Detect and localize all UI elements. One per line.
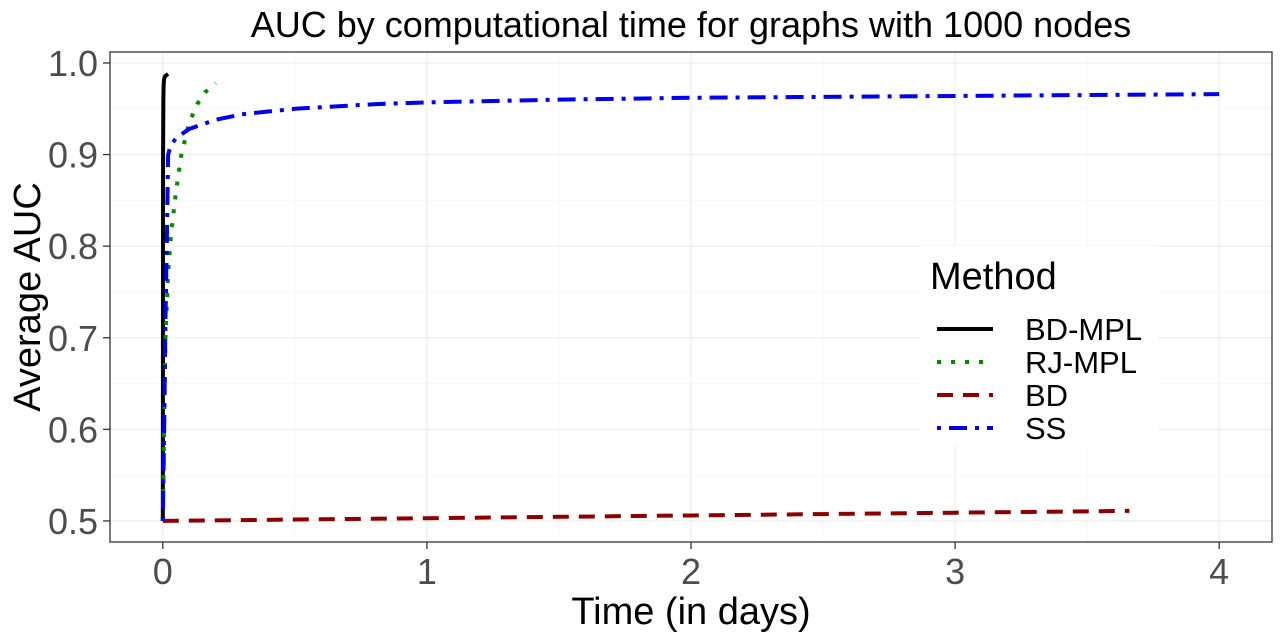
x-tick-label: 2 — [681, 551, 701, 592]
y-tick-label: 0.8 — [48, 226, 98, 267]
legend-label-rj-mpl: RJ-MPL — [1025, 345, 1137, 380]
x-axis-title: Time (in days) — [571, 591, 810, 633]
y-tick-label: 0.6 — [48, 409, 98, 450]
x-tick-label: 3 — [945, 551, 965, 592]
legend-label-bd: BD — [1025, 378, 1068, 413]
chart-title: AUC by computational time for graphs wit… — [251, 4, 1131, 45]
series-layer — [160, 72, 1220, 523]
y-axis-title: Average AUC — [7, 182, 49, 412]
y-axis-ticks: 0.5 0.6 0.7 0.8 0.9 1.0 — [48, 43, 110, 542]
y-tick-label: 0.5 — [48, 501, 98, 542]
x-tick-label: 0 — [153, 551, 173, 592]
y-tick-label: 0.7 — [48, 318, 98, 359]
x-tick-label: 1 — [417, 551, 437, 592]
series-line-bd — [162, 508, 1130, 523]
legend-background — [920, 246, 1158, 446]
x-tick-label: 4 — [1209, 551, 1229, 592]
legend-label-bd-mpl: BD-MPL — [1025, 312, 1142, 347]
series-line-rj-mpl — [160, 81, 217, 521]
legend-label-ss: SS — [1025, 411, 1066, 446]
y-tick-label: 0.9 — [48, 135, 98, 176]
series-line-bd-mpl — [160, 72, 170, 521]
y-tick-label: 1.0 — [48, 43, 98, 84]
x-axis-ticks: 0 1 2 3 4 — [153, 542, 1229, 592]
legend-title: Method — [930, 256, 1057, 298]
